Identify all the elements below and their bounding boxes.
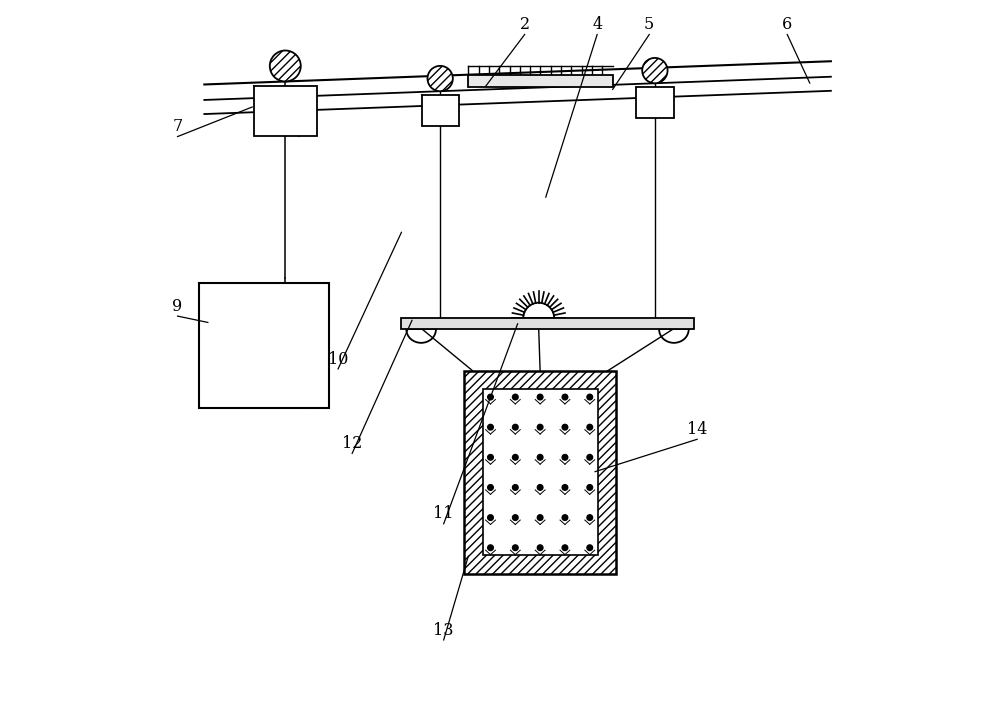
Circle shape bbox=[537, 455, 543, 460]
Text: 12: 12 bbox=[342, 435, 362, 452]
Circle shape bbox=[537, 484, 543, 490]
Circle shape bbox=[587, 545, 593, 551]
Circle shape bbox=[587, 455, 593, 460]
Text: 13: 13 bbox=[433, 622, 454, 639]
Circle shape bbox=[562, 455, 568, 460]
Text: 9: 9 bbox=[172, 298, 183, 315]
Text: 2: 2 bbox=[520, 16, 530, 33]
Circle shape bbox=[562, 394, 568, 400]
Circle shape bbox=[537, 425, 543, 430]
Bar bbox=[483, 389, 598, 555]
Circle shape bbox=[427, 66, 453, 92]
Text: 14: 14 bbox=[687, 421, 707, 438]
Circle shape bbox=[537, 394, 543, 400]
Circle shape bbox=[488, 425, 493, 430]
Circle shape bbox=[488, 545, 493, 551]
Circle shape bbox=[562, 545, 568, 551]
Circle shape bbox=[512, 394, 518, 400]
Bar bbox=[636, 87, 674, 118]
Circle shape bbox=[270, 51, 301, 82]
Bar bbox=[468, 75, 613, 87]
Circle shape bbox=[488, 455, 493, 460]
Bar bbox=[199, 283, 329, 408]
Text: 7: 7 bbox=[172, 118, 183, 135]
Circle shape bbox=[488, 394, 493, 400]
Bar bbox=[464, 371, 616, 574]
Circle shape bbox=[512, 484, 518, 490]
Circle shape bbox=[488, 515, 493, 520]
Bar bbox=[254, 86, 317, 137]
Circle shape bbox=[512, 425, 518, 430]
Circle shape bbox=[562, 484, 568, 490]
Text: 4: 4 bbox=[592, 16, 602, 33]
Circle shape bbox=[512, 545, 518, 551]
Text: 5: 5 bbox=[644, 16, 654, 33]
Circle shape bbox=[587, 394, 593, 400]
Circle shape bbox=[537, 515, 543, 520]
Circle shape bbox=[537, 545, 543, 551]
Circle shape bbox=[642, 58, 668, 83]
Circle shape bbox=[488, 484, 493, 490]
Bar bbox=[422, 95, 459, 126]
Circle shape bbox=[512, 455, 518, 460]
Circle shape bbox=[587, 484, 593, 490]
Text: 6: 6 bbox=[782, 16, 792, 33]
Circle shape bbox=[512, 515, 518, 520]
Circle shape bbox=[562, 515, 568, 520]
Circle shape bbox=[587, 515, 593, 520]
Text: 10: 10 bbox=[328, 351, 348, 367]
Circle shape bbox=[562, 425, 568, 430]
Bar bbox=[401, 318, 694, 329]
Circle shape bbox=[587, 425, 593, 430]
Text: 11: 11 bbox=[433, 505, 454, 522]
